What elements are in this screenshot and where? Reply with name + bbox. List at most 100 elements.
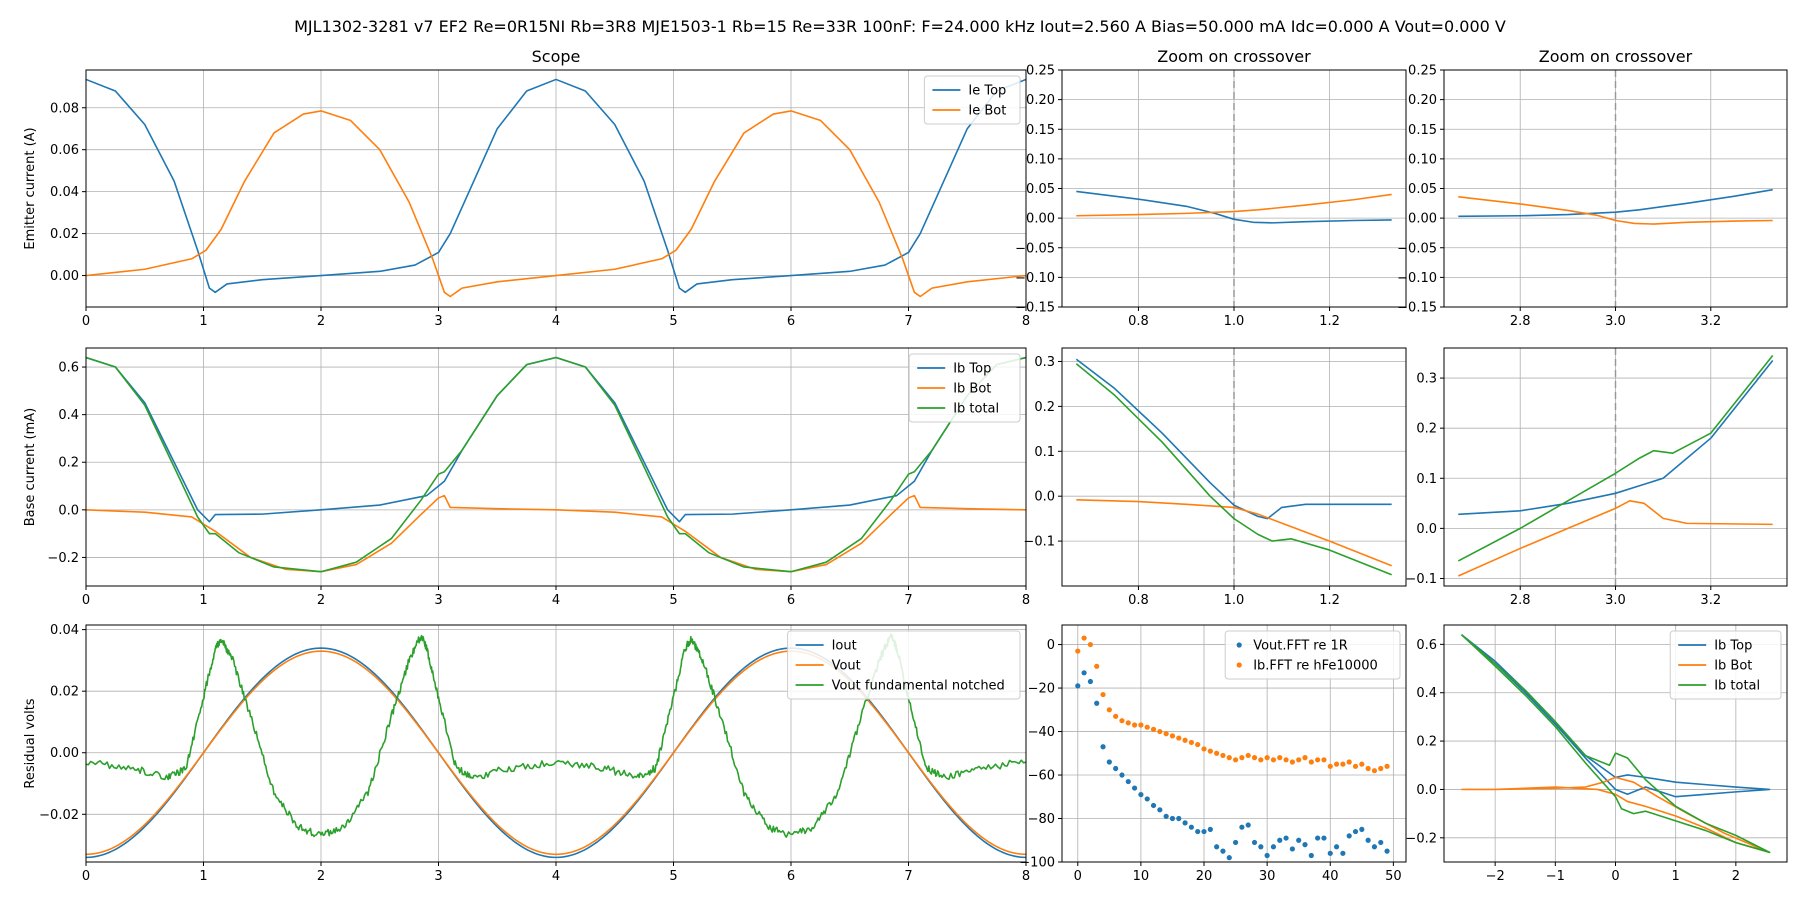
chart-p13: 2.8 3.0 3.2 −0.15 −0.10 −0.05 0.00 0.05 0.10 0.15… [1397,47,1788,329]
data-point [1188,824,1194,830]
x-tick-label: 1.0 [1224,593,1245,608]
data-point [1144,724,1150,730]
x-tick-label: −1 [1546,869,1565,884]
y-tick-label: 0.00 [1408,212,1437,227]
data-point [1163,813,1169,819]
plot-area [1457,348,1774,586]
data-point [1315,835,1321,841]
legend-box [923,75,1021,125]
y-tick-label: 0.05 [1408,182,1437,197]
data-point [1106,759,1112,765]
y-tick-label: −0.15 [1397,301,1437,316]
x-tick-label: 1 [199,869,207,884]
data-point [1378,765,1384,772]
panel-title: Scope [532,47,581,66]
x-tick-label: 3.2 [1700,593,1721,608]
data-point [1125,720,1131,726]
data-point [1207,826,1213,832]
x-tick-label: 6 [787,869,795,884]
y-tick-label: 0.15 [1026,123,1055,138]
y-tick-label: 0.4 [1416,686,1437,701]
data-point [1321,835,1327,841]
data-point [1283,757,1289,763]
data-point [1157,728,1163,735]
legend-label: Ie Top [968,84,1006,99]
x-tick-label: 1.2 [1319,593,1340,608]
x-tick-label: 8 [1022,314,1030,329]
legend-marker [1236,642,1242,648]
data-point [1106,707,1112,713]
y-tick-label: 0.00 [1026,212,1055,227]
y-tick-label: 0.2 [1416,735,1437,750]
plot-area [1075,348,1392,586]
x-tick-label: 5 [669,869,677,884]
y-tick-label: −0.1 [1023,535,1055,550]
y-tick-label: 0.08 [50,101,79,116]
x-tick-label: 0.8 [1128,314,1149,329]
legend: Ib Top Ib Bot Ib total [908,353,1021,423]
y-tick-label: 0.02 [50,685,79,700]
y-tick-label: 0.04 [50,185,79,200]
legend-label: Ib total [1714,679,1760,694]
x-tick-label: 3.0 [1605,314,1626,329]
data-point [1131,722,1138,728]
x-tick-label: 8 [1022,869,1030,884]
legend-label: Ie Bot [968,104,1006,119]
x-tick-label: 0 [82,869,90,884]
x-tick-label: 5 [669,593,677,608]
x-tick-label: 0 [82,593,90,608]
y-tick-label: 0.25 [1026,64,1055,79]
data-point [1245,752,1251,759]
data-point [1100,691,1106,698]
x-tick-label: 1.2 [1319,314,1340,329]
data-point [1289,759,1295,765]
series-line [1457,355,1774,562]
y-tick-label: 0.25 [1408,64,1437,79]
y-tick-label: 0.0 [58,503,79,518]
data-point [1365,837,1371,843]
y-tick-label: 0.10 [1026,152,1055,167]
data-point [1201,828,1207,835]
data-point [1220,752,1226,759]
x-tick-label: 2 [1732,869,1740,884]
y-axis-label: Base current (mA) [23,408,38,527]
x-tick-label: 7 [904,314,912,329]
data-point [1176,735,1182,741]
series-line [86,647,1026,859]
y-tick-label: 0.6 [1416,638,1437,653]
y-tick-label: 0.3 [1034,355,1055,370]
y-tick-label: 0.2 [58,456,79,471]
y-tick-label: −0.05 [1015,241,1055,256]
y-tick-label: −0.1 [1405,572,1437,587]
y-tick-label: −0.15 [1015,301,1055,316]
series-line [1457,500,1773,577]
plot-area [1460,634,1771,854]
data-point [1371,844,1378,850]
data-point [1220,848,1226,854]
data-point [1125,778,1131,785]
panels: 0 1 2 3 4 5 6 7 80.000.020.040.060.08ScopeEmitte… [23,47,1788,884]
data-point [1075,648,1081,654]
y-tick-label: 0.1 [1034,445,1055,460]
data-point [1302,842,1308,848]
legend-box [1224,630,1401,680]
x-tick-label: 3.2 [1700,314,1721,329]
legend-label: Ib total [953,402,999,417]
x-tick-label: 50 [1385,869,1402,884]
data-point [1270,844,1277,850]
y-tick-label: 0.20 [1026,93,1055,108]
series-line [1076,193,1392,217]
y-tick-label: 0.05 [1026,182,1055,197]
legend-marker [1236,662,1242,668]
y-tick-label: −0.02 [39,808,79,823]
series-line [86,494,1026,573]
chart-p12: 0.8 1.0 1.2 −0.15 −0.10 −0.05 0.00 0.05 0.10 0.15… [1015,47,1407,329]
x-tick-label: 2 [317,869,325,884]
x-tick-label: 10 [1133,869,1150,884]
y-tick-label: −0.10 [1397,271,1437,286]
x-tick-label: 20 [1196,869,1213,884]
y-tick-label: 0.2 [1034,400,1055,415]
series-line [1075,363,1392,576]
y-tick-label: −0.2 [47,551,79,566]
data-point [1264,755,1270,761]
